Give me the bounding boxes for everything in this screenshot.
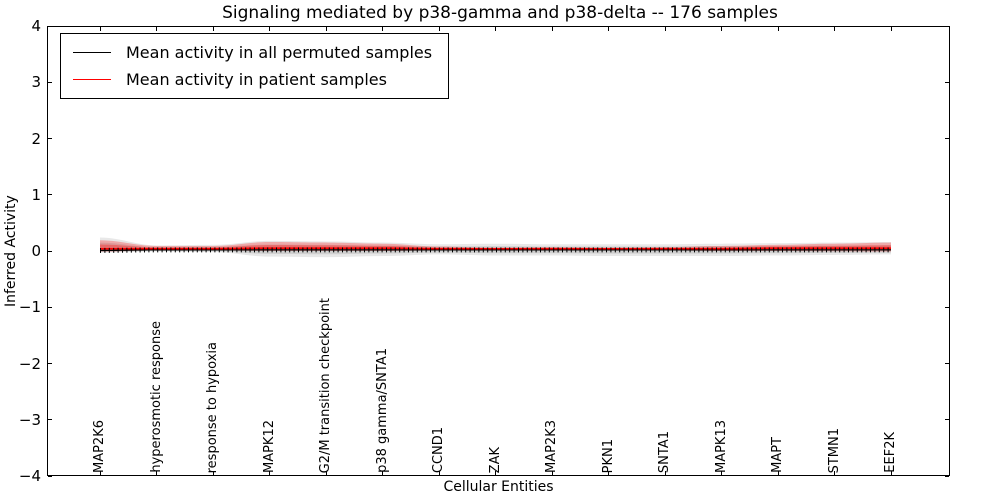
x-tick-label: CCND1 bbox=[431, 426, 446, 473]
plot-area bbox=[47, 26, 950, 476]
x-tick-label: MAPT bbox=[770, 437, 785, 473]
y-tick-mark-left bbox=[48, 194, 52, 196]
y-tick-label: 1 bbox=[31, 185, 41, 204]
y-tick-label: 2 bbox=[31, 129, 41, 148]
x-tick-mark-bottom bbox=[382, 471, 383, 475]
x-tick-mark-bottom bbox=[664, 471, 666, 475]
x-tick-mark-top bbox=[721, 27, 722, 31]
y-tick-mark-left bbox=[48, 363, 52, 364]
x-tick-label: SNTA1 bbox=[657, 430, 672, 473]
x-tick-mark-top bbox=[890, 27, 892, 31]
x-tick-mark-top bbox=[608, 27, 609, 31]
x-tick-mark-top bbox=[269, 27, 270, 31]
y-tick-mark-right bbox=[945, 194, 949, 196]
y-tick-label: −2 bbox=[18, 354, 41, 373]
x-tick-mark-bottom bbox=[551, 471, 553, 475]
x-tick-label: PKN1 bbox=[600, 438, 616, 473]
legend-item-patient: Mean activity in patient samples bbox=[73, 66, 432, 93]
y-tick-mark-left bbox=[48, 81, 52, 83]
x-tick-label: MAPK13 bbox=[713, 419, 729, 473]
legend: Mean activity in all permuted samples Me… bbox=[60, 33, 450, 99]
x-tick-mark-bottom bbox=[269, 471, 270, 475]
y-tick-mark-right bbox=[945, 25, 949, 27]
x-tick-mark-top bbox=[551, 27, 553, 31]
x-tick-label: p38 gamma/SNTA1 bbox=[374, 348, 390, 473]
x-tick-mark-bottom bbox=[495, 471, 496, 475]
y-tick-mark-right bbox=[945, 475, 949, 477]
x-tick-mark-bottom bbox=[777, 471, 779, 475]
x-tick-mark-bottom bbox=[438, 471, 440, 475]
x-tick-mark-bottom bbox=[890, 471, 892, 475]
legend-label-patient: Mean activity in patient samples bbox=[126, 70, 387, 89]
y-tick-mark-right bbox=[945, 250, 949, 252]
y-tick-label: −4 bbox=[18, 467, 41, 485]
x-tick-label: ZAK bbox=[487, 446, 503, 473]
x-tick-mark-bottom bbox=[99, 471, 101, 475]
patient-line-swatch bbox=[73, 79, 111, 80]
x-tick-mark-top bbox=[212, 27, 214, 31]
y-tick-mark-right bbox=[945, 363, 949, 364]
y-tick-mark-right bbox=[945, 81, 949, 83]
permuted-line-swatch bbox=[73, 52, 111, 53]
y-tick-label: 4 bbox=[31, 17, 41, 35]
chart-canvas bbox=[99, 237, 891, 258]
x-tick-mark-top bbox=[156, 27, 157, 31]
x-axis-label: Cellular Entities bbox=[443, 479, 554, 495]
x-tick-label: hyperosmotic response bbox=[148, 321, 164, 473]
y-tick-label: 3 bbox=[31, 73, 41, 92]
x-tick-mark-bottom bbox=[156, 471, 157, 475]
x-tick-label: STMN1 bbox=[826, 427, 842, 473]
x-tick-label: EEF2K bbox=[883, 432, 898, 473]
y-tick-mark-left bbox=[48, 250, 52, 252]
x-tick-mark-top bbox=[834, 27, 835, 31]
patient-mean-line bbox=[100, 247, 891, 250]
y-tick-label: −3 bbox=[18, 410, 41, 429]
y-tick-mark-right bbox=[945, 138, 949, 139]
x-tick-mark-top bbox=[325, 27, 327, 31]
y-tick-label: −1 bbox=[18, 298, 41, 317]
permuted-mean-line bbox=[99, 249, 891, 252]
x-tick-label: response to hypoxia bbox=[205, 341, 220, 473]
x-tick-label: MAP2K3 bbox=[544, 419, 559, 473]
x-tick-mark-top bbox=[777, 27, 779, 31]
y-tick-mark-left bbox=[48, 419, 52, 421]
x-tick-label: MAP2K6 bbox=[92, 419, 107, 473]
x-tick-mark-bottom bbox=[721, 471, 722, 475]
x-tick-mark-top bbox=[99, 27, 101, 31]
permuted-band-outer bbox=[100, 237, 891, 258]
x-tick-mark-bottom bbox=[325, 471, 327, 475]
x-tick-mark-top bbox=[382, 27, 383, 31]
y-tick-mark-left bbox=[48, 25, 52, 27]
y-tick-mark-right bbox=[945, 306, 949, 308]
x-tick-mark-top bbox=[664, 27, 666, 31]
legend-item-permuted: Mean activity in all permuted samples bbox=[73, 39, 432, 66]
y-tick-mark-left bbox=[48, 306, 52, 308]
y-tick-mark-left bbox=[48, 138, 52, 139]
x-tick-mark-bottom bbox=[608, 471, 609, 475]
x-tick-mark-bottom bbox=[212, 471, 214, 475]
y-tick-label: 0 bbox=[31, 242, 41, 260]
x-tick-label: MAPK12 bbox=[261, 419, 277, 473]
y-tick-mark-left bbox=[48, 475, 52, 477]
x-tick-mark-top bbox=[438, 27, 440, 31]
chart-title: Signaling mediated by p38-gamma and p38-… bbox=[222, 3, 778, 23]
legend-label-permuted: Mean activity in all permuted samples bbox=[126, 43, 433, 62]
x-tick-label: G2/M transition checkpoint bbox=[318, 297, 333, 473]
x-tick-mark-bottom bbox=[834, 471, 835, 475]
x-tick-mark-top bbox=[495, 27, 496, 31]
y-tick-mark-right bbox=[945, 419, 949, 421]
